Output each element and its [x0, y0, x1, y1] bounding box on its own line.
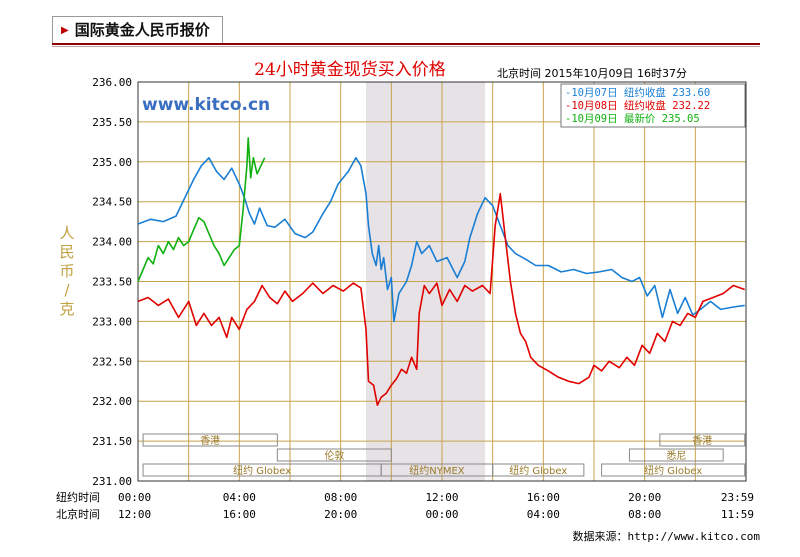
tab-bar: ▶ 国际黄金人民币报价	[52, 16, 760, 47]
session-box	[142, 433, 278, 447]
session-label: 纽约NYMEX	[409, 464, 465, 477]
x-tick-label: 12:00	[118, 508, 151, 521]
x-tick-label: 16:00	[527, 491, 560, 504]
y-axis-label-char: 克	[59, 300, 74, 318]
session-box	[276, 448, 392, 462]
chart-title: 24小时黄金现货买入价格	[254, 60, 446, 80]
series-line-2	[137, 192, 745, 406]
x-tick-label: 20:00	[324, 508, 357, 521]
session-label: 纽约 Globex	[644, 464, 702, 477]
y-tick-label: 231.50	[92, 435, 132, 448]
y-tick-label: 233.50	[92, 276, 132, 289]
y-axis-label-char: /	[64, 281, 70, 299]
legend-entry: -10月08日 纽约收盘 232.22	[565, 99, 710, 112]
y-tick-label: 231.00	[92, 475, 132, 488]
tab-arrow-icon: ▶	[61, 25, 69, 36]
session-label: 香港	[692, 435, 712, 447]
x-tick-label: 08:00	[628, 508, 661, 521]
session-label: 纽约 Globex	[233, 464, 291, 477]
y-tick-label: 234.50	[92, 196, 132, 209]
tab-title: 国际黄金人民币报价	[74, 21, 210, 39]
tab-gold-rmb[interactable]: ▶ 国际黄金人民币报价	[52, 16, 223, 43]
y-axis-label-char: 币	[59, 262, 74, 280]
session-box	[659, 433, 746, 447]
y-tick-label: 236.00	[92, 76, 132, 89]
tab-underline	[52, 43, 760, 45]
y-tick-label: 235.00	[92, 156, 132, 169]
x-tick-label: 16:00	[223, 508, 256, 521]
legend-entry: -10月07日 纽约收盘 233.60	[565, 86, 710, 99]
x-tick-label: 20:00	[628, 491, 661, 504]
x-tick-label: 08:00	[324, 491, 357, 504]
legend-box	[560, 83, 746, 128]
session-box	[628, 448, 724, 462]
legend-entry: -10月09日 最新价 235.05	[565, 112, 700, 125]
series-line-3	[137, 137, 266, 282]
series-line-1	[137, 157, 745, 323]
session-label: 香港	[200, 435, 220, 447]
session-label: 纽约 Globex	[509, 464, 567, 477]
y-axis-label-char: 人	[59, 224, 74, 242]
x-row-label: 纽约时间	[56, 490, 100, 504]
x-tick-label: 11:59	[721, 508, 754, 521]
y-axis-label-char: 民	[59, 243, 74, 261]
chart-subtitle: 北京时间 2015年10月09日 16时37分	[497, 66, 687, 80]
y-tick-label: 234.00	[92, 236, 132, 249]
watermark: www.kitco.cn	[142, 95, 270, 115]
x-tick-label: 04:00	[223, 491, 256, 504]
session-label: 悉尼	[666, 450, 686, 462]
y-tick-label: 235.50	[92, 116, 132, 129]
y-tick-label: 232.00	[92, 395, 132, 408]
x-tick-label: 00:00	[118, 491, 151, 504]
session-box	[601, 463, 746, 477]
session-box	[492, 463, 585, 477]
x-tick-label: 12:00	[425, 491, 458, 504]
tab-underline-secondary	[52, 46, 760, 47]
x-tick-label: 04:00	[527, 508, 560, 521]
data-source: 数据来源：http://www.kitco.com	[572, 530, 760, 543]
session-label: 伦敦	[324, 449, 344, 462]
x-tick-label: 00:00	[425, 508, 458, 521]
x-row-label: 北京时间	[56, 507, 100, 521]
y-tick-label: 233.00	[92, 315, 132, 328]
x-tick-label: 23:59	[721, 491, 754, 504]
y-tick-label: 232.50	[92, 355, 132, 368]
